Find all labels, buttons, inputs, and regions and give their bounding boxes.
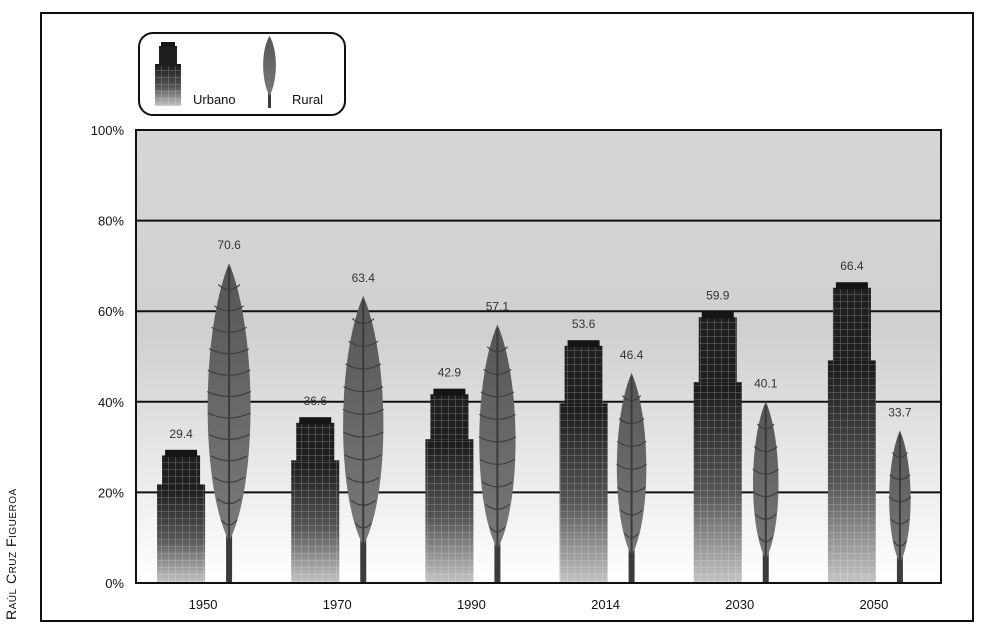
rural-bar: 57.1 xyxy=(478,299,517,583)
building-upper-windows xyxy=(832,287,871,361)
legend-box xyxy=(138,32,346,116)
y-tick-label: 40% xyxy=(98,395,124,410)
legend-building-upper xyxy=(159,46,177,66)
building-cap xyxy=(835,282,868,290)
y-tick-label: 100% xyxy=(91,123,125,138)
urban-value-label: 36.6 xyxy=(304,394,328,408)
urban-value-label: 53.6 xyxy=(572,317,596,331)
urban-bar: 53.6 xyxy=(559,317,608,583)
building-upper-windows xyxy=(698,317,737,383)
urban-bar: 66.4 xyxy=(827,259,876,583)
legend-label-urbano: Urbano xyxy=(193,92,236,107)
urban-bar: 59.9 xyxy=(693,289,742,583)
y-tick-label: 60% xyxy=(98,304,124,319)
urban-value-label: 66.4 xyxy=(840,259,864,273)
building-windows xyxy=(291,460,340,583)
building-cap xyxy=(433,388,466,396)
legend-tree-crown xyxy=(263,36,276,96)
rural-value-label: 46.4 xyxy=(620,348,644,362)
plot-background xyxy=(136,130,941,583)
plot-border xyxy=(135,129,942,584)
rural-value-label: 40.1 xyxy=(754,376,778,390)
rural-bar: 40.1 xyxy=(752,376,780,583)
building-windows xyxy=(693,382,742,583)
building-upper-windows xyxy=(430,394,469,440)
x-tick-label: 1950 xyxy=(189,597,218,612)
y-tick-label: 0% xyxy=(105,576,124,591)
x-tick-label: 1990 xyxy=(457,597,486,612)
building-cap xyxy=(165,449,198,457)
building-upper-windows xyxy=(296,422,335,461)
legend-building-windows xyxy=(155,64,181,106)
rural-value-label: 57.1 xyxy=(486,299,510,313)
x-tick-label: 2030 xyxy=(725,597,754,612)
y-tick-label: 20% xyxy=(98,485,124,500)
rural-value-label: 63.4 xyxy=(352,271,376,285)
rural-bar: 33.7 xyxy=(888,405,912,583)
rural-bar: 63.4 xyxy=(342,271,384,583)
building-cap xyxy=(299,417,332,425)
legend-tree-icon xyxy=(263,36,276,108)
urban-bar: 36.6 xyxy=(291,394,340,583)
building-cap xyxy=(701,311,734,319)
legend-building-cap xyxy=(161,42,175,47)
y-tick-label: 80% xyxy=(98,214,124,229)
urban-bar: 29.4 xyxy=(157,427,206,583)
building-windows xyxy=(425,439,474,583)
rural-bar: 46.4 xyxy=(616,348,647,583)
rural-bar: 70.6 xyxy=(207,238,252,583)
urban-value-label: 29.4 xyxy=(169,427,193,441)
rural-value-label: 33.7 xyxy=(888,405,912,419)
building-windows xyxy=(157,484,206,583)
x-tick-label: 1970 xyxy=(323,597,352,612)
rural-value-label: 70.6 xyxy=(217,238,241,252)
urban-bar: 42.9 xyxy=(425,366,474,583)
x-tick-label: 2050 xyxy=(859,597,888,612)
legend-building-icon xyxy=(155,42,181,106)
urban-value-label: 42.9 xyxy=(438,366,462,380)
building-upper-windows xyxy=(564,345,603,404)
legend-label-rural: Rural xyxy=(292,92,323,107)
building-upper-windows xyxy=(162,455,201,485)
building-windows xyxy=(827,360,876,583)
x-tick-label: 2014 xyxy=(591,597,620,612)
building-windows xyxy=(559,403,608,583)
urban-value-label: 59.9 xyxy=(706,289,730,303)
building-cap xyxy=(567,340,600,348)
